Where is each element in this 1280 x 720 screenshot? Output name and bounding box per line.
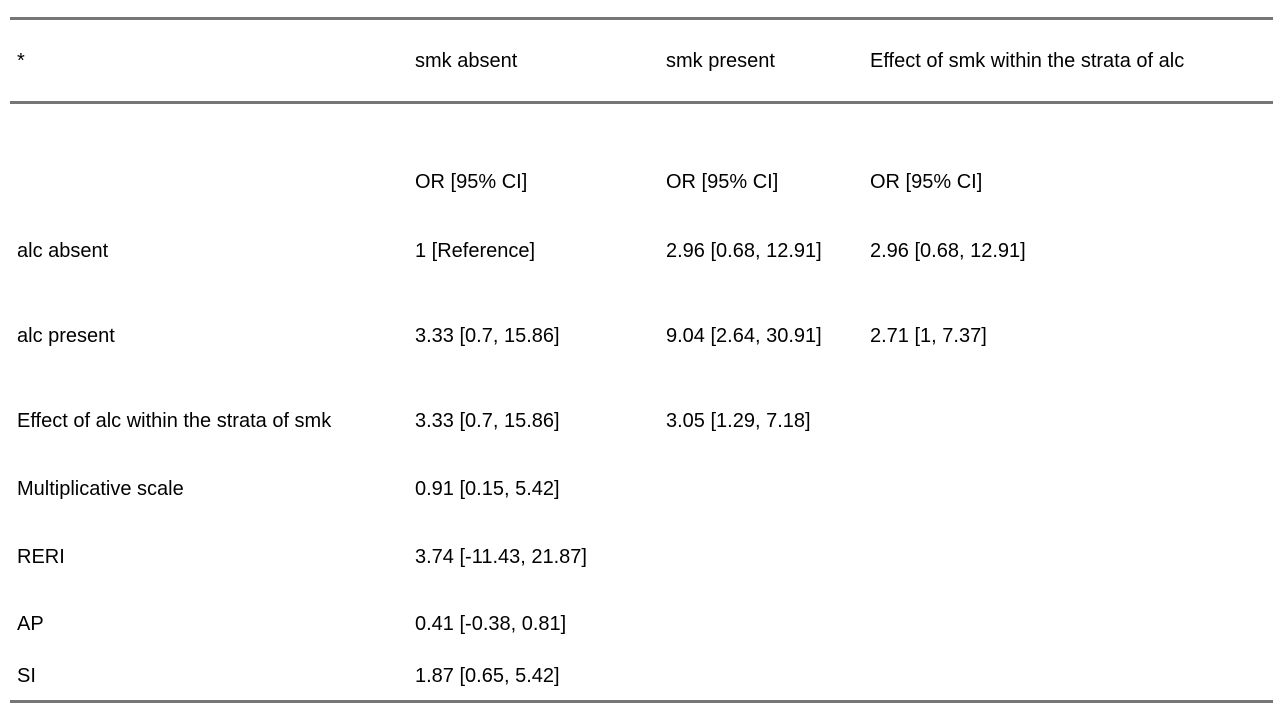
- value-cell: [666, 652, 870, 702]
- value-cell: [870, 596, 1273, 652]
- value-cell: 3.33 [0.7, 15.86]: [415, 410, 560, 432]
- row-label-cell: RERI: [17, 546, 65, 568]
- value-cell: 3.33 [0.7, 15.86]: [415, 325, 560, 347]
- value-cell: OR [95% CI]: [870, 171, 983, 193]
- value-cell: [666, 518, 870, 596]
- value-cell: 2.71 [1, 7.37]: [870, 325, 987, 347]
- value-cell: 1.87 [0.65, 5.42]: [415, 665, 560, 687]
- row-label-cell: AP: [17, 613, 44, 635]
- value-cell: [666, 103, 870, 153]
- value-cell: [870, 460, 1273, 518]
- value-cell: 1 [Reference]: [415, 240, 536, 262]
- column-header-effect-smk: Effect of smk within the strata of alc: [870, 18, 1273, 104]
- value-cell: [415, 103, 666, 153]
- value-cell: [870, 103, 1273, 153]
- table-row-ap: AP 0.41 [-0.38, 0.81]: [10, 596, 1273, 652]
- column-header-smk-present: smk present: [666, 18, 870, 104]
- table-row-reri: RERI 3.74 [-11.43, 21.87]: [10, 518, 1273, 596]
- value-cell: OR [95% CI]: [666, 171, 779, 193]
- column-header-smk-absent: smk absent: [415, 18, 666, 104]
- document-page: * smk absent smk present Effect of smk w…: [0, 17, 1280, 720]
- row-label-cell: alc absent: [17, 240, 109, 262]
- table-row-si: SI 1.87 [0.65, 5.42]: [10, 652, 1273, 702]
- table-row-multiplicative-scale: Multiplicative scale 0.91 [0.15, 5.42]: [10, 460, 1273, 518]
- row-label-cell: alc present: [17, 325, 115, 347]
- value-cell: OR [95% CI]: [415, 171, 528, 193]
- value-cell: 3.74 [-11.43, 21.87]: [415, 546, 587, 568]
- table-row-alc-present: alc present 3.33 [0.7, 15.86] 9.04 [2.64…: [10, 290, 1273, 382]
- row-label-cell: [10, 152, 415, 212]
- value-cell: [666, 460, 870, 518]
- value-cell: [870, 652, 1273, 702]
- value-cell: [666, 596, 870, 652]
- table-row-alc-absent: alc absent 1 [Reference] 2.96 [0.68, 12.…: [10, 212, 1273, 290]
- table-row-blank: [10, 103, 1273, 153]
- row-label-cell: Effect of alc within the strata of smk: [17, 410, 332, 432]
- table-row-or-ci-subheader: OR [95% CI] OR [95% CI] OR [95% CI]: [10, 152, 1273, 212]
- value-cell: 0.91 [0.15, 5.42]: [415, 478, 560, 500]
- row-label-cell: SI: [17, 665, 36, 687]
- value-cell: 2.96 [0.68, 12.91]: [870, 240, 1026, 262]
- column-header-row-label: *: [10, 18, 415, 104]
- interaction-statistics-table: * smk absent smk present Effect of smk w…: [10, 17, 1273, 703]
- value-cell: [870, 518, 1273, 596]
- row-label-cell: [10, 103, 415, 153]
- row-label-cell: Multiplicative scale: [17, 478, 184, 500]
- value-cell: [870, 382, 1273, 460]
- table-row-effect-of-alc: Effect of alc within the strata of smk 3…: [10, 382, 1273, 460]
- value-cell: 9.04 [2.64, 30.91]: [666, 325, 822, 347]
- table-header-row: * smk absent smk present Effect of smk w…: [10, 18, 1273, 104]
- value-cell: 2.96 [0.68, 12.91]: [666, 240, 822, 262]
- value-cell: 0.41 [-0.38, 0.81]: [415, 613, 567, 635]
- value-cell: 3.05 [1.29, 7.18]: [666, 410, 811, 432]
